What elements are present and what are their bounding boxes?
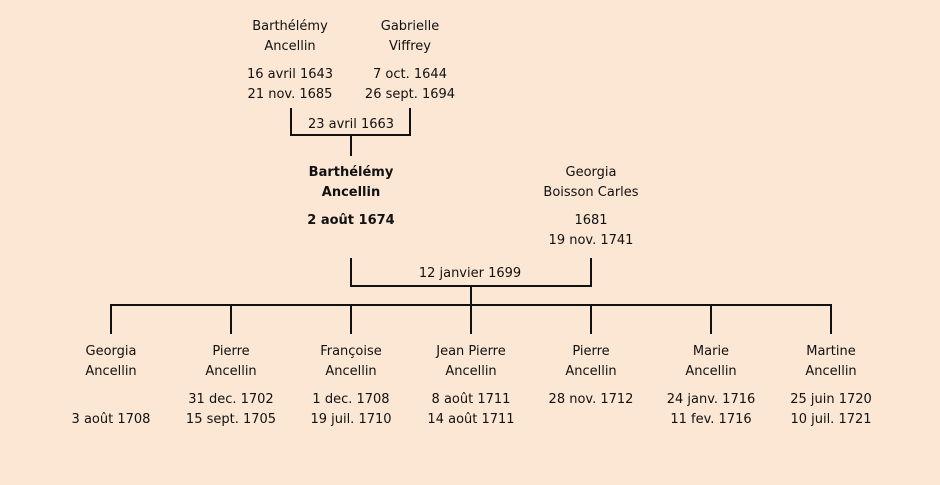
- grandmother-birth: 7 oct. 1644: [373, 67, 447, 82]
- child-connector: [230, 305, 232, 334]
- grandfather-birth: 16 avril 1643: [246, 67, 334, 82]
- child-death: 11 fev. 1716: [670, 412, 752, 427]
- child-death: 19 juil. 1710: [310, 412, 392, 427]
- parents-marriage-line: [350, 285, 592, 287]
- child-first-name: Martine: [806, 344, 856, 359]
- child-last-name: Ancellin: [565, 364, 617, 379]
- child-first-name: Françoise: [320, 344, 382, 359]
- spouse-connector: [590, 258, 592, 287]
- spouse-birth: 1681: [574, 213, 608, 228]
- spouse-death: 19 nov. 1741: [548, 233, 634, 248]
- child-connector: [590, 305, 592, 334]
- child-birth: 31 dec. 1702: [188, 392, 274, 407]
- child-first-name: Pierre: [572, 344, 610, 359]
- child-death: 3 août 1708: [71, 412, 151, 427]
- grandparents-marriage-date: 23 avril 1663: [307, 117, 395, 132]
- grandfather-connector: [290, 108, 292, 136]
- grandmother-box: Gabrielle Viffrey 7 oct. 1644 26 sept. 1…: [340, 17, 480, 105]
- child-first-name: Jean Pierre: [436, 344, 506, 359]
- child-birth: 25 juin 1720: [790, 392, 872, 407]
- child-death: 14 août 1711: [427, 412, 515, 427]
- parents-marriage-date: 12 janvier 1699: [418, 266, 522, 281]
- child-last-name: Ancellin: [685, 364, 737, 379]
- child-birth: 24 janv. 1716: [666, 392, 756, 407]
- child-last-name: Ancellin: [325, 364, 377, 379]
- child-last-name: Ancellin: [205, 364, 257, 379]
- subject-box: Barthélémy Ancellin 2 août 1674: [281, 163, 421, 231]
- grandmother-first-name: Gabrielle: [380, 19, 440, 34]
- spouse-box: Georgia Boisson Carles 1681 19 nov. 1741: [521, 163, 661, 251]
- child-connector: [710, 305, 712, 334]
- subject-connector: [350, 258, 352, 287]
- child-death: 10 juil. 1721: [790, 412, 872, 427]
- child-last-name: Ancellin: [445, 364, 497, 379]
- subject-first-name: Barthélémy: [308, 165, 394, 180]
- child-last-name: Ancellin: [805, 364, 857, 379]
- child-connector: [350, 305, 352, 334]
- child-box: Marie Ancellin 24 janv. 1716 11 fev. 1716: [641, 342, 781, 430]
- child-box: Françoise Ancellin 1 dec. 1708 19 juil. 171…: [281, 342, 421, 430]
- child-first-name: Pierre: [212, 344, 250, 359]
- subject-birth: 2 août 1674: [307, 213, 395, 228]
- child-birth: 28 nov. 1712: [548, 392, 634, 407]
- child-connector: [470, 305, 472, 334]
- grandfather-first-name: Barthélémy: [252, 19, 328, 34]
- spouse-first-name: Georgia: [565, 165, 617, 180]
- child-box: Jean Pierre Ancellin 8 août 1711 14 août 17…: [401, 342, 541, 430]
- child-birth: 8 août 1711: [431, 392, 511, 407]
- child-death: 15 sept. 1705: [185, 412, 277, 427]
- child-connector: [110, 305, 112, 334]
- child-box: Martine Ancellin 25 juin 1720 10 juil. 1721: [761, 342, 901, 430]
- child-box: Pierre Ancellin 31 dec. 1702 15 sept. 1705: [161, 342, 301, 430]
- grandfather-box: Barthélémy Ancellin 16 avril 1643 21 nov…: [220, 17, 360, 105]
- grandparents-marriage-line: [290, 134, 411, 136]
- child-connector: [830, 305, 832, 334]
- subject-last-name: Ancellin: [321, 185, 381, 200]
- child-death: [521, 410, 661, 430]
- grandmother-connector: [409, 108, 411, 136]
- spouse-last-name: Boisson Carles: [543, 185, 639, 200]
- child-box: Georgia Ancellin 3 août 1708: [41, 342, 181, 430]
- grandmother-death: 26 sept. 1694: [364, 87, 456, 102]
- child-first-name: Marie: [692, 344, 730, 359]
- descent-connector-2: [470, 287, 472, 305]
- grandfather-death: 21 nov. 1685: [247, 87, 333, 102]
- child-last-name: Ancellin: [85, 364, 137, 379]
- grandfather-last-name: Ancellin: [264, 39, 316, 54]
- child-birth: 1 dec. 1708: [312, 392, 390, 407]
- child-birth: [41, 390, 181, 410]
- grandmother-last-name: Viffrey: [389, 39, 431, 54]
- child-first-name: Georgia: [85, 344, 137, 359]
- child-box: Pierre Ancellin 28 nov. 1712: [521, 342, 661, 430]
- descent-connector-1: [350, 136, 352, 156]
